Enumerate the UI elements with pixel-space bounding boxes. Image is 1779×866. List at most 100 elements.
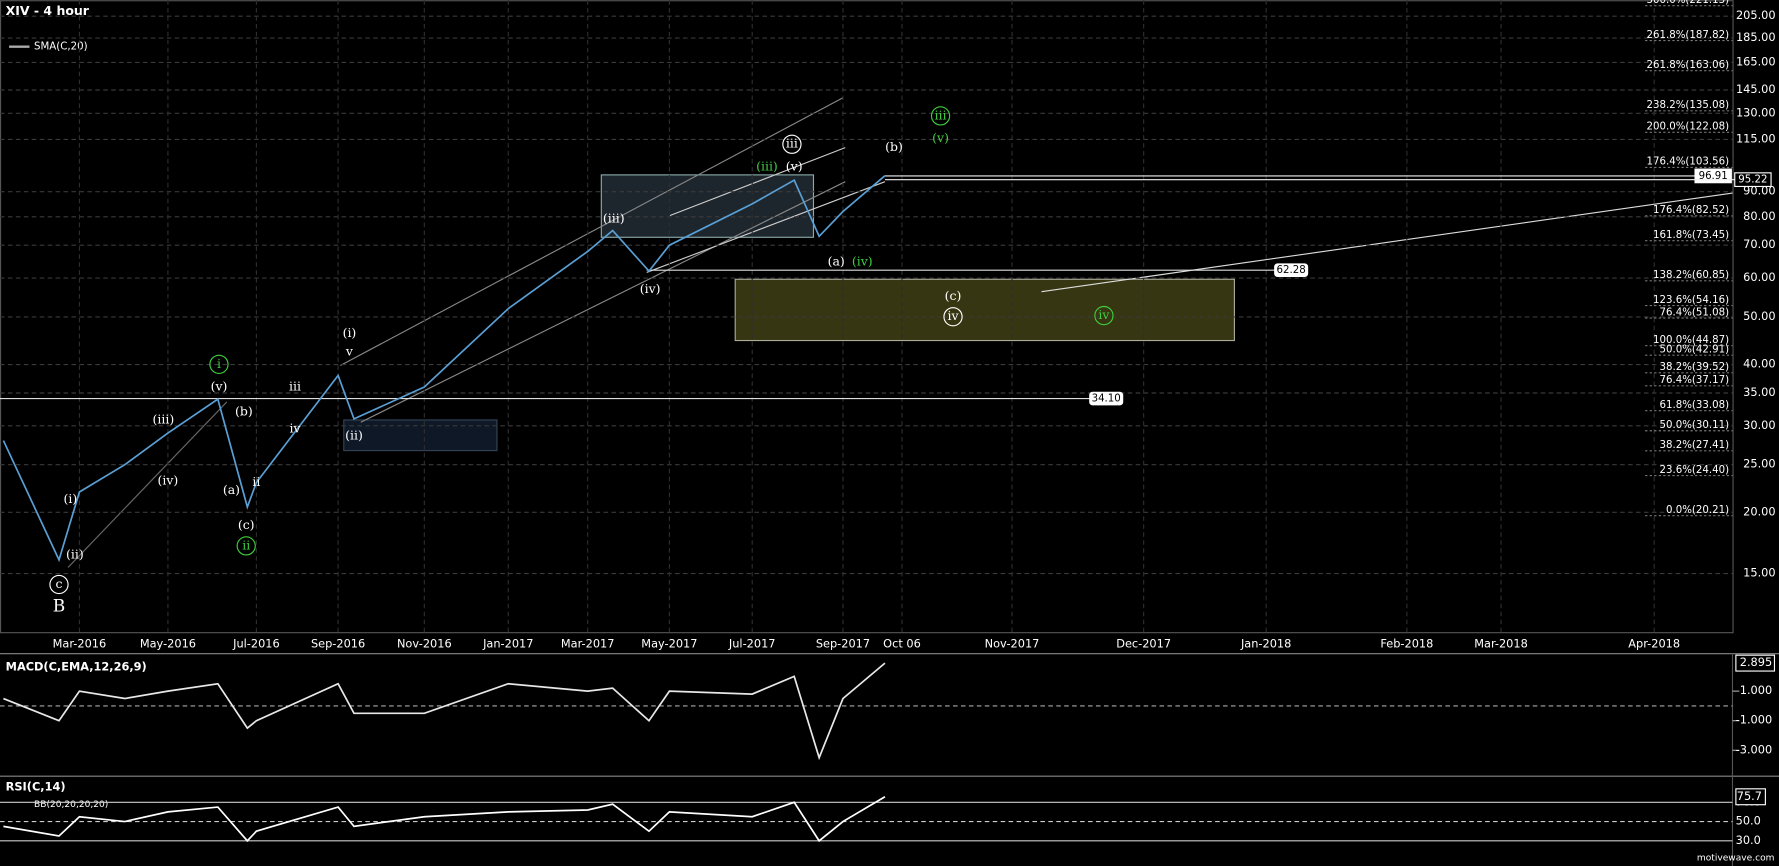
wave-label: (c) xyxy=(238,517,255,532)
x-tick-label: Apr-2018 xyxy=(1628,637,1680,651)
price-label: 96.91 xyxy=(1699,171,1728,182)
panel-title: RSI(C,14) xyxy=(6,780,66,794)
y-tick-label: 1.000 xyxy=(1740,683,1772,697)
wave-box xyxy=(343,419,498,452)
series-line xyxy=(2,175,886,563)
x-tick-label: May-2016 xyxy=(140,637,196,651)
x-tick-label: Sep-2016 xyxy=(311,637,365,651)
fib-label: 300.0%(221.13) xyxy=(1647,0,1730,6)
fib-label: 123.6%(54.16) xyxy=(1653,295,1729,306)
y-tick-label: -1.000 xyxy=(1736,713,1773,727)
wave-label: (b) xyxy=(235,404,253,419)
fib-label: 176.4%(82.52) xyxy=(1653,205,1729,216)
y-tick-label: 80.00 xyxy=(1743,209,1775,223)
fib-label: 50.0%(30.11) xyxy=(1659,420,1729,431)
wave-label: iv xyxy=(289,421,300,436)
y-tick-label: -3.000 xyxy=(1736,742,1773,756)
fib-label: 50.0%(42.91) xyxy=(1659,345,1729,356)
panel-title: MACD(C,EMA,12,26,9) xyxy=(6,659,147,673)
wave-label: (v) xyxy=(211,379,228,394)
y-tick-label: 60.00 xyxy=(1743,270,1775,284)
wave-circle xyxy=(236,536,256,556)
wave-label: (b) xyxy=(885,139,903,154)
series-line xyxy=(3,662,886,761)
wave-label: ii xyxy=(252,474,260,489)
chart-title: XIV - 4 hour xyxy=(6,3,90,18)
channel-line xyxy=(67,401,228,568)
fib-label: 76.4%(51.08) xyxy=(1659,307,1729,318)
level-box xyxy=(1089,391,1124,406)
legend-entry: SMA(C,20) xyxy=(34,42,88,53)
price-box xyxy=(1734,172,1772,188)
y-tick-label: 90.00 xyxy=(1743,184,1775,198)
fib-label: 238.2%(135.08) xyxy=(1647,100,1730,111)
wave-circle xyxy=(943,307,963,327)
wave-label: iv xyxy=(948,308,959,323)
wave-label: (iii) xyxy=(756,158,778,173)
x-tick-label: Jan-2018 xyxy=(1240,637,1291,651)
x-tick-label: Jul-2016 xyxy=(232,637,280,651)
fib-label: 261.8%(163.06) xyxy=(1647,60,1730,71)
y-tick-label: 165.00 xyxy=(1736,54,1776,68)
y-tick-label: 30.0 xyxy=(1736,833,1761,847)
value-box xyxy=(1735,788,1766,806)
y-tick-label: 20.00 xyxy=(1743,504,1775,518)
wave-circle xyxy=(49,574,69,595)
level-label: 62.28 xyxy=(1277,265,1306,276)
y-tick-label: 25.00 xyxy=(1743,457,1775,471)
wave-label: (iii) xyxy=(603,211,625,226)
wave-label: (i) xyxy=(63,491,77,506)
y-tick-label: 40.00 xyxy=(1743,357,1775,371)
fib-label: 76.4%(37.17) xyxy=(1659,375,1729,386)
fib-label: 138.2%(60.85) xyxy=(1653,270,1729,281)
wave-label: (iv) xyxy=(852,254,873,269)
wave-label: iii xyxy=(786,136,798,151)
wave-label: c xyxy=(56,576,63,591)
fib-label: 161.8%(73.45) xyxy=(1653,230,1729,241)
fib-label: 261.8%(187.82) xyxy=(1647,30,1730,41)
price-label: 95.22 xyxy=(1738,175,1767,186)
x-tick-label: Nov-2016 xyxy=(397,637,452,651)
x-tick-label: Mar-2017 xyxy=(561,637,615,651)
x-tick-label: Jul-2017 xyxy=(728,637,776,651)
wave-label: (a) xyxy=(223,482,240,497)
wave-box xyxy=(600,174,815,238)
y-tick-label: 15.00 xyxy=(1743,566,1775,580)
wave-circle xyxy=(930,106,951,126)
x-tick-label: Mar-2016 xyxy=(53,637,107,651)
fib-label: 200.0%(122.08) xyxy=(1647,122,1730,133)
wave-label: ii xyxy=(242,537,250,552)
wave-label: v xyxy=(345,343,353,358)
series-line xyxy=(3,796,886,843)
channel-line xyxy=(360,181,846,423)
value-label: 75.7 xyxy=(1737,789,1762,803)
x-tick-label: Sep-2017 xyxy=(816,637,870,651)
wave-label: (ii) xyxy=(66,546,84,561)
x-tick-label: Nov-2017 xyxy=(985,637,1040,651)
y-tick-label: 50.00 xyxy=(1743,309,1775,323)
x-tick-label: Feb-2018 xyxy=(1380,637,1433,651)
fib-label: 61.8%(33.08) xyxy=(1659,400,1729,411)
wave-circle xyxy=(1094,305,1114,326)
x-tick-label: Dec-2017 xyxy=(1116,637,1171,651)
wave-circle xyxy=(209,354,229,375)
x-tick-label: May-2017 xyxy=(641,637,697,651)
wave-label: (i) xyxy=(343,325,357,340)
y-tick-label: 145.00 xyxy=(1736,82,1776,96)
fib-label: 176.4%(103.56) xyxy=(1647,157,1730,168)
wave-label: (a) xyxy=(828,254,845,269)
x-tick-label: Jan-2017 xyxy=(482,637,533,651)
value-box xyxy=(1735,654,1776,672)
y-tick-label: 30.00 xyxy=(1743,418,1775,432)
fib-label: 100.0%(44.87) xyxy=(1653,335,1729,346)
wave-label: B xyxy=(53,597,66,617)
trend-line xyxy=(1041,192,1733,293)
wave-circle xyxy=(782,134,802,154)
y-tick-label: 50.0 xyxy=(1736,814,1761,828)
wave-label: (iv) xyxy=(640,281,661,296)
y-tick-label: 205.00 xyxy=(1736,8,1776,22)
channel-line xyxy=(646,181,886,273)
y-tick-label: 35.00 xyxy=(1743,385,1775,399)
